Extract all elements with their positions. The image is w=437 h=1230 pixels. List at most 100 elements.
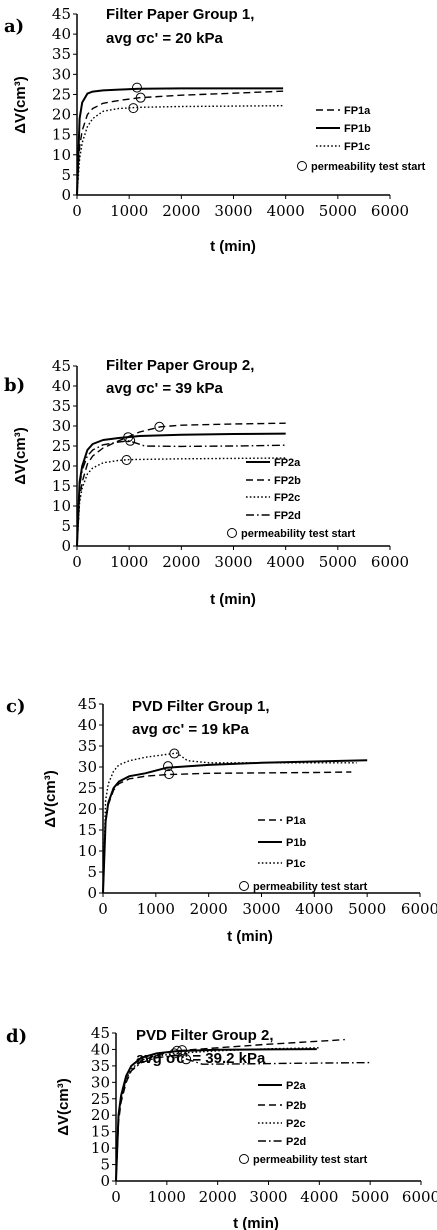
legend-label: P1a — [286, 815, 306, 827]
y-axis-label: ΔV(cm³) — [55, 1078, 72, 1135]
chart-subtitle: avg σc' = 20 kPa — [106, 30, 223, 47]
series-line-fp1c — [77, 106, 283, 195]
legend-label: FP2c — [274, 492, 300, 504]
legend-label: permeability test start — [241, 528, 356, 540]
legend-label: P2c — [286, 1118, 306, 1130]
y-tick-label: 15 — [52, 477, 71, 495]
y-tick-label: 5 — [61, 166, 71, 184]
x-tick-label: 1000 — [110, 553, 148, 571]
x-tick-label: 1000 — [137, 900, 175, 918]
x-tick-label: 4000 — [267, 553, 305, 571]
y-tick-label: 30 — [52, 417, 71, 435]
y-tick-label: 30 — [91, 1073, 110, 1091]
legend: P1aP1bP1cpermeability test start — [240, 815, 368, 893]
legend-label: FP1c — [344, 141, 370, 153]
y-tick-label: 45 — [91, 1024, 110, 1042]
y-tick-label: 35 — [52, 397, 71, 415]
legend-label: permeability test start — [253, 881, 368, 893]
x-tick-label: 6000 — [401, 900, 437, 918]
y-tick-label: 15 — [78, 821, 97, 839]
x-tick-label: 2000 — [162, 202, 200, 220]
x-tick-label: 3000 — [249, 1188, 287, 1206]
x-tick-label: 6000 — [402, 1188, 437, 1206]
chart-subtitle: avg σc' = 19 kPa — [132, 721, 249, 738]
y-tick-label: 25 — [91, 1090, 110, 1108]
x-tick-label: 0 — [111, 1188, 121, 1206]
x-tick-label: 0 — [72, 202, 82, 220]
y-tick-label: 0 — [100, 1172, 110, 1190]
y-tick-label: 35 — [78, 737, 97, 755]
panel-letter: b) — [4, 375, 25, 396]
x-tick-label: 2000 — [190, 900, 228, 918]
y-tick-label: 30 — [52, 65, 71, 83]
x-tick-label: 1000 — [148, 1188, 186, 1206]
permeability-marker — [132, 83, 141, 92]
x-tick-label: 2000 — [162, 553, 200, 571]
x-axis-label: t (min) — [227, 928, 273, 945]
legend: P2a P2b P2c P2d permeability test start — [240, 1080, 368, 1166]
chart-title: Filter Paper Group 1, — [106, 6, 254, 23]
y-axis-label: ΔV(cm³) — [12, 427, 29, 484]
y-tick-label: 10 — [91, 1139, 110, 1157]
y-tick-label: 45 — [52, 357, 71, 375]
y-tick-label: 20 — [52, 106, 71, 124]
x-tick-label: 3000 — [242, 900, 280, 918]
x-tick-label: 0 — [98, 900, 108, 918]
legend-label: P2b — [286, 1100, 306, 1112]
chart-title: Filter Paper Group 2, — [106, 357, 254, 374]
y-tick-label: 35 — [91, 1057, 110, 1075]
x-tick-label: 3000 — [214, 553, 252, 571]
y-axis-label: ΔV(cm³) — [42, 770, 59, 827]
y-tick-label: 20 — [91, 1106, 110, 1124]
y-tick-label: 20 — [52, 457, 71, 475]
y-tick-label: 40 — [78, 716, 97, 734]
legend-label: FP1a — [344, 105, 371, 117]
chart-panel-2: b) Filter Paper Group 2, avg σc' = 39 kPa 0… — [4, 357, 409, 608]
legend-label: FP2d — [274, 510, 301, 522]
y-tick-label: 30 — [78, 758, 97, 776]
y-tick-label: 45 — [52, 5, 71, 23]
y-tick-label: 25 — [78, 779, 97, 797]
panel-letter: a) — [4, 16, 24, 37]
y-tick-label: 10 — [52, 497, 71, 515]
y-tick-label: 40 — [52, 377, 71, 395]
y-tick-label: 20 — [78, 800, 97, 818]
panel-letter: d) — [6, 1026, 27, 1047]
x-tick-label: 0 — [72, 553, 82, 571]
x-axis-label: t (min) — [210, 591, 256, 608]
chart-title: PVD Filter Group 1, — [132, 698, 270, 715]
y-tick-label: 35 — [52, 45, 71, 63]
y-tick-label: 0 — [87, 884, 97, 902]
y-tick-label: 5 — [61, 517, 71, 535]
x-tick-label: 5000 — [319, 202, 357, 220]
y-tick-label: 0 — [61, 537, 71, 555]
y-tick-label: 45 — [78, 695, 97, 713]
x-tick-label: 6000 — [371, 553, 409, 571]
legend-label: P2d — [286, 1136, 306, 1148]
y-tick-label: 40 — [91, 1040, 110, 1058]
legend-marker-swatch — [240, 1155, 249, 1164]
x-tick-label: 5000 — [348, 900, 386, 918]
legend-label: permeability test start — [253, 1154, 368, 1166]
y-tick-label: 40 — [52, 25, 71, 43]
x-tick-label: 4000 — [267, 202, 305, 220]
legend-marker-swatch — [240, 882, 249, 891]
x-tick-label: 4000 — [295, 900, 333, 918]
series-line-fp1a — [77, 91, 283, 195]
legend-label: P2a — [286, 1080, 306, 1092]
x-tick-label: 2000 — [199, 1188, 237, 1206]
x-tick-label: 1000 — [110, 202, 148, 220]
x-tick-label: 3000 — [214, 202, 252, 220]
legend-marker-swatch — [228, 529, 237, 538]
x-axis-label: t (min) — [210, 238, 256, 255]
permeability-marker — [122, 456, 131, 465]
chart-panel-4: d) PVD Filter Group 2, avg σc' = 39.2 kPa 0… — [6, 1024, 437, 1230]
y-tick-label: 15 — [91, 1123, 110, 1141]
y-tick-label: 25 — [52, 85, 71, 103]
x-tick-label: 5000 — [319, 553, 357, 571]
y-tick-label: 5 — [87, 863, 97, 881]
chart-title: PVD Filter Group 2, — [136, 1027, 274, 1044]
x-tick-label: 6000 — [371, 202, 409, 220]
panel-letter: c) — [6, 696, 25, 717]
y-tick-label: 5 — [100, 1156, 110, 1174]
